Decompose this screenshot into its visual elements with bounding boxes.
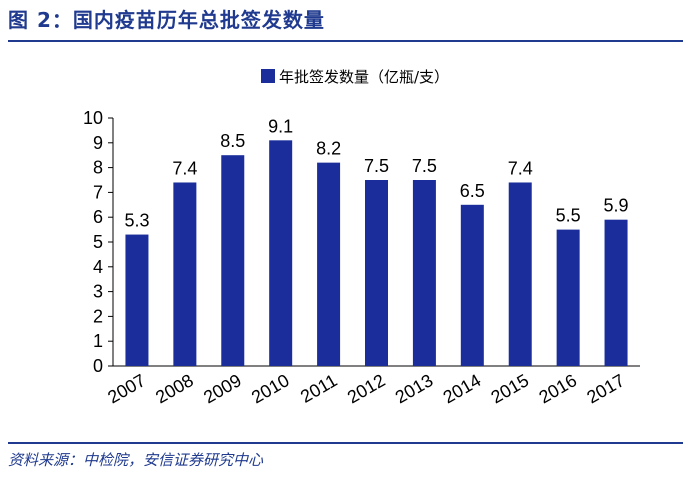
y-tick-label: 2 <box>93 306 103 326</box>
bar-series <box>125 140 628 366</box>
bar-2015 <box>508 182 532 366</box>
bar-2009 <box>221 155 245 366</box>
category-labels: 2007 2008 2009 2010 2011 2012 2013 2014 2015 2016… <box>104 370 628 407</box>
x-tick-label-2015: 2015 <box>488 370 533 407</box>
source-note: 资料来源：中检院，安信证券研究中心 <box>8 451 264 469</box>
data-labels: 5.3 7.4 8.5 9.1 8.2 7.5 7.5 6.5 7.4 5.5 5.9 <box>124 116 628 230</box>
y-tick-label: 6 <box>93 207 103 227</box>
bar-2012 <box>365 180 388 366</box>
figure-title: 图 2：国内疫苗历年总批签发数量 <box>8 8 325 32</box>
data-label-2007: 5.3 <box>124 211 149 231</box>
y-tick-label: 3 <box>93 282 103 302</box>
bar-2010 <box>269 140 293 366</box>
x-tick-label-2012: 2012 <box>344 370 389 407</box>
x-tick-label-2007: 2007 <box>104 370 149 407</box>
bar-2013 <box>412 180 436 366</box>
data-label-2017: 5.9 <box>604 196 629 216</box>
x-tick-label-2016: 2016 <box>535 370 580 407</box>
bar-2007 <box>125 234 149 366</box>
data-label-2013: 7.5 <box>412 156 437 176</box>
legend-label: 年批签发数量（亿瓶/支） <box>279 68 449 86</box>
y-tick-label: 9 <box>93 133 103 153</box>
y-tick-label: 4 <box>93 257 103 277</box>
x-tick-label-2013: 2013 <box>392 370 437 407</box>
x-tick-label-2009: 2009 <box>200 370 245 407</box>
legend-swatch <box>261 69 275 83</box>
x-tick-label-2017: 2017 <box>583 370 628 407</box>
bar-chart: 年批签发数量（亿瓶/支） 0 1 2 3 4 5 6 7 8 9 10 5.3 7.4 8.5 9.1 8.… <box>83 68 640 407</box>
data-label-2009: 8.5 <box>220 131 245 151</box>
y-tick-label: 1 <box>93 331 103 351</box>
y-tick-label: 0 <box>93 356 103 376</box>
data-label-2012: 7.5 <box>364 156 389 176</box>
y-tick-label: 5 <box>93 232 103 252</box>
bar-2016 <box>556 229 580 366</box>
y-tick-label: 8 <box>93 158 103 178</box>
data-label-2008: 7.4 <box>172 158 197 178</box>
x-tick-label-2011: 2011 <box>297 370 341 407</box>
y-tick-label: 10 <box>83 108 103 128</box>
bar-2011 <box>317 162 341 366</box>
bar-2017 <box>604 219 628 366</box>
data-label-2016: 5.5 <box>556 206 581 226</box>
x-tick-label-2014: 2014 <box>440 370 485 407</box>
bar-2008 <box>173 182 197 366</box>
x-tick-label-2008: 2008 <box>152 370 197 407</box>
source-divider <box>8 442 683 444</box>
data-label-2014: 6.5 <box>460 181 485 201</box>
x-tick-label-2010: 2010 <box>248 370 293 407</box>
data-label-2010: 9.1 <box>268 116 293 136</box>
y-tick-label: 7 <box>93 182 103 202</box>
bar-2014 <box>460 204 484 366</box>
y-axis: 0 1 2 3 4 5 6 7 8 9 10 <box>83 108 114 376</box>
data-label-2015: 7.4 <box>508 158 533 178</box>
title-divider <box>8 40 683 42</box>
chart-legend: 年批签发数量（亿瓶/支） <box>261 68 449 86</box>
data-label-2011: 8.2 <box>316 139 341 159</box>
